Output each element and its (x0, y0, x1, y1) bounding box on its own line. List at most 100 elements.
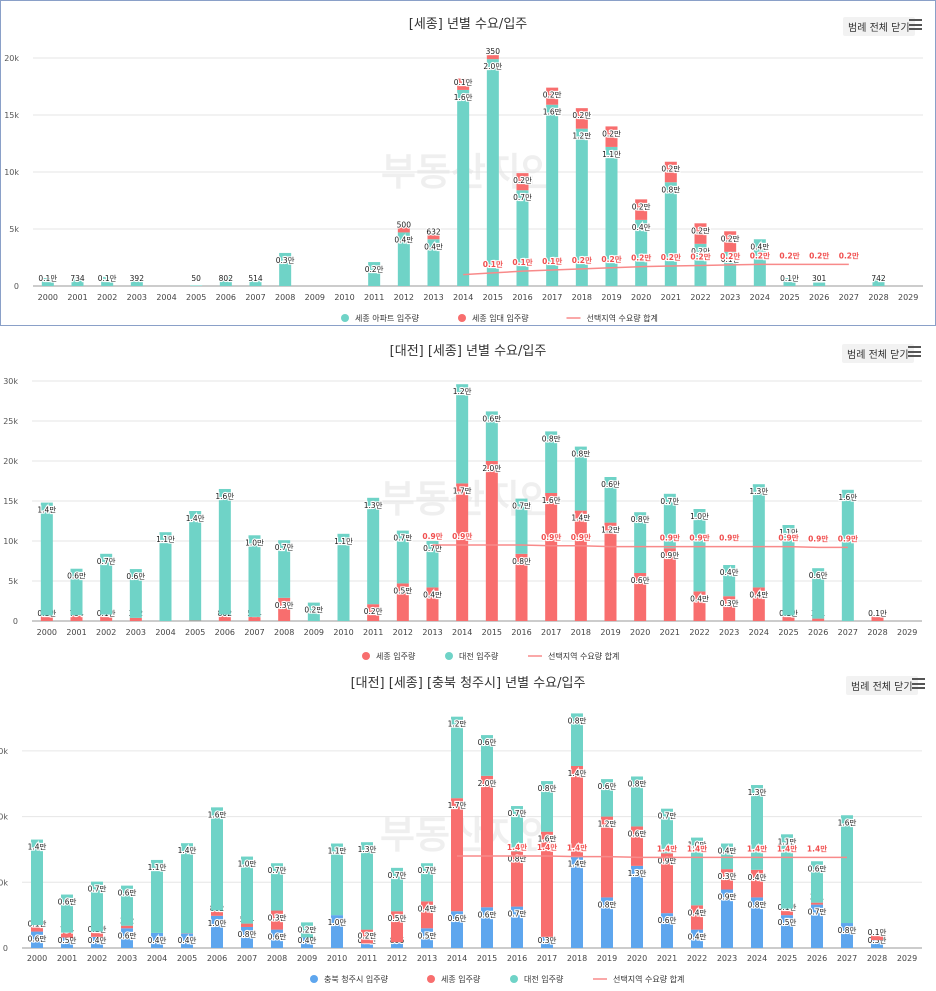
bar-data-label: 0.7만 (388, 871, 407, 880)
bar (248, 616, 261, 621)
y-tick-label: 20k (3, 457, 18, 466)
x-tick-label: 2003 (117, 954, 137, 963)
x-tick-label: 2007 (244, 628, 264, 637)
bar-data-label: 0.3만 (275, 601, 294, 610)
bar (545, 431, 558, 493)
x-tick-label: 2021 (657, 954, 677, 963)
menu-icon[interactable] (912, 678, 925, 689)
bar-data-label: 0.2만 (721, 234, 740, 243)
legend-toggle-button[interactable]: 범례 전체 닫기 (843, 17, 915, 36)
bar (811, 904, 823, 948)
bar-data-label: 0.7만 (418, 866, 437, 875)
x-tick-label: 2028 (867, 954, 887, 963)
bar-data-label: 0.8만 (838, 926, 857, 935)
line-data-label: 0.9만 (660, 533, 680, 543)
bar (724, 231, 737, 252)
bar (605, 146, 618, 286)
bar-data-label: 0.5만 (58, 936, 77, 945)
bar-data-label: 1.1만 (778, 837, 797, 846)
x-tick-label: 2000 (27, 954, 47, 963)
chart-panel-daejeon-sejong-cheongju: [대전] [세종] [충북 청주시] 년별 수요/입주 범례 전체 닫기 부동산… (0, 664, 936, 991)
x-tick-label: 2009 (297, 954, 317, 963)
bar-data-label: 1.6만 (538, 835, 557, 844)
menu-icon[interactable] (909, 19, 922, 30)
bar (782, 525, 795, 616)
legend-toggle-button[interactable]: 범례 전체 닫기 (846, 676, 918, 695)
bar (391, 867, 403, 912)
bar-data-label: 500 (397, 220, 412, 229)
bar (427, 232, 440, 240)
bar-data-label: 0.3만 (268, 914, 287, 923)
line-data-label: 0.9만 (838, 533, 858, 543)
bar-data-label: 0.4만 (148, 936, 167, 945)
bar-data-label: 0.2만 (661, 165, 680, 174)
x-tick-label: 2013 (417, 954, 437, 963)
bar-data-label: 1.1만 (328, 847, 347, 856)
legend-marker (427, 975, 435, 983)
bar (781, 915, 793, 948)
x-tick-label: 2010 (334, 293, 354, 302)
bar (721, 843, 733, 870)
bar-data-label: 632 (426, 227, 441, 236)
bar (271, 863, 283, 911)
bar-data-label: 0.5만 (388, 914, 407, 923)
bar (181, 843, 193, 934)
bar-data-label: 0.5만 (418, 931, 437, 940)
bar-data-label: 0.3만 (538, 936, 557, 945)
bar-data-label: 742 (871, 274, 886, 283)
bar (485, 411, 498, 461)
legend-label: 세종 입주량 (376, 651, 416, 661)
bar-data-label: 0.6만 (631, 576, 650, 585)
bar (481, 775, 493, 908)
bar-data-label: 0.2만 (365, 265, 384, 274)
bar-data-label: 0.6만 (126, 572, 145, 581)
bar (307, 602, 320, 621)
x-tick-label: 2029 (897, 954, 917, 963)
legend-toggle-button[interactable]: 범례 전체 닫기 (842, 344, 914, 363)
bar (241, 926, 253, 948)
bar (211, 910, 223, 916)
x-tick-label: 2011 (363, 628, 383, 637)
menu-icon[interactable] (908, 346, 921, 357)
bar (278, 540, 291, 598)
bar (753, 239, 766, 286)
bar-data-label: 0.4만 (688, 933, 707, 942)
bar (391, 911, 403, 943)
line-data-label: 0.9만 (689, 533, 709, 543)
x-tick-label: 2008 (274, 628, 294, 637)
bar-data-label: 1.3만 (748, 788, 767, 797)
bar (605, 126, 618, 147)
bar (151, 859, 163, 933)
bar-data-label: 0.9만 (660, 551, 679, 560)
bar-data-label: 0.6만 (478, 910, 497, 919)
bar-data-label: 0.7만 (508, 910, 527, 919)
bar (546, 87, 559, 105)
bar (181, 933, 193, 948)
bar (575, 128, 588, 286)
bar-data-label: 0.2만 (691, 247, 710, 256)
bar (421, 901, 433, 929)
bar (71, 277, 84, 286)
line-data-label: 0.2만 (690, 251, 710, 261)
x-tick-label: 2002 (87, 954, 107, 963)
bar-data-label: 2.0만 (482, 464, 501, 473)
bar (361, 943, 373, 948)
x-tick-label: 2026 (808, 628, 828, 637)
bar (781, 834, 793, 909)
bar (515, 553, 528, 621)
bar (545, 493, 558, 621)
x-tick-label: 2027 (838, 628, 858, 637)
bar (751, 785, 763, 870)
bar (781, 908, 793, 916)
x-tick-label: 2006 (216, 293, 236, 302)
legend-marker (362, 652, 370, 660)
bar (871, 933, 883, 941)
bar (871, 940, 883, 948)
x-tick-label: 2021 (660, 628, 680, 637)
bar (91, 936, 103, 948)
bar-data-label: 0.1만 (721, 255, 740, 264)
legend-label: 충북 청주시 입주량 (324, 974, 389, 984)
chart-title: [대전] [세종] 년별 수요/입주 (389, 344, 547, 359)
bar-data-label: 1.4만 (568, 860, 587, 869)
bar-data-label: 0.7만 (97, 557, 116, 566)
